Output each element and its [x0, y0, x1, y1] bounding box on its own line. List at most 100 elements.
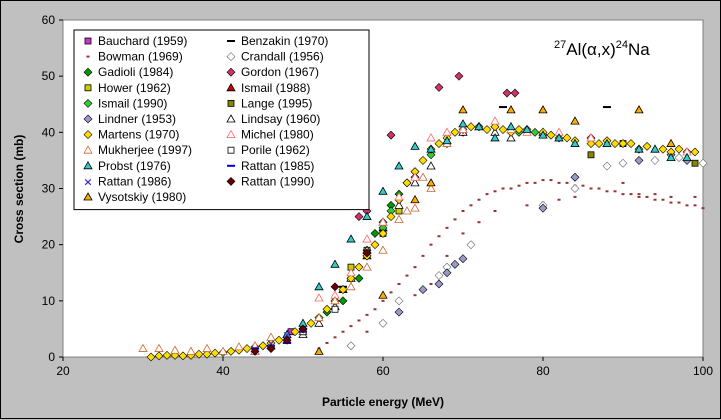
data-point — [331, 305, 339, 313]
data-point — [330, 282, 340, 292]
data-point — [429, 282, 433, 285]
legend-label: Lindner (1953) — [98, 112, 176, 126]
data-point — [450, 127, 460, 137]
data-point — [514, 125, 524, 134]
data-point — [509, 187, 513, 190]
data-point — [413, 294, 417, 297]
data-point — [565, 181, 569, 184]
reaction-part: α — [587, 40, 597, 59]
data-points: ×××× — [138, 71, 708, 362]
legend-marker — [227, 100, 235, 107]
data-point — [669, 195, 673, 198]
data-point — [458, 119, 468, 128]
data-point — [365, 313, 369, 316]
legend-label: Rattan (1985) — [241, 159, 314, 173]
data-point — [346, 281, 356, 291]
data-point — [501, 187, 505, 190]
data-point — [274, 335, 284, 345]
data-point — [325, 341, 329, 344]
data-point — [691, 159, 699, 167]
data-point — [442, 127, 452, 136]
data-point — [626, 139, 636, 148]
data-point — [586, 133, 596, 142]
data-point — [194, 349, 204, 359]
data-point — [322, 304, 332, 314]
data-point — [650, 155, 660, 165]
data-point — [650, 144, 660, 153]
data-point — [454, 71, 464, 81]
data-point — [266, 344, 276, 353]
data-point — [370, 229, 380, 238]
data-point — [394, 307, 404, 317]
x-axis-title: Particle energy (MeV) — [322, 395, 444, 409]
data-point — [477, 198, 481, 201]
data-point — [362, 248, 372, 258]
data-point — [469, 204, 473, 207]
data-point — [474, 121, 484, 131]
reaction-part: 27 — [554, 39, 566, 51]
data-point — [418, 285, 428, 295]
data-point — [394, 214, 404, 223]
legend-marker — [83, 130, 93, 140]
data-point — [602, 138, 612, 147]
legend-marker — [226, 176, 236, 186]
data-point — [250, 346, 260, 356]
data-point — [333, 336, 337, 339]
data-point — [445, 254, 449, 257]
data-point — [346, 267, 356, 277]
data-point — [410, 178, 420, 187]
data-point — [661, 198, 665, 201]
data-point — [330, 259, 340, 268]
data-point — [554, 133, 564, 142]
data-point — [597, 187, 601, 190]
data-point — [378, 245, 388, 254]
reaction-annotation: 27Al(α,x)24Na — [554, 39, 650, 59]
data-point — [437, 235, 441, 238]
data-point — [434, 139, 444, 148]
data-point — [645, 195, 649, 198]
data-point — [413, 266, 417, 269]
reaction-part: ,x) — [597, 40, 616, 59]
data-point — [418, 172, 428, 181]
data-point — [461, 209, 465, 212]
data-point — [525, 181, 529, 184]
data-point — [357, 319, 361, 322]
legend-marker — [83, 114, 93, 124]
data-point — [442, 135, 452, 145]
data-point — [538, 130, 548, 139]
data-point — [354, 212, 364, 222]
data-point — [154, 351, 164, 361]
data-point — [314, 346, 324, 355]
data-point — [389, 291, 393, 294]
data-point — [634, 144, 644, 153]
data-point — [613, 190, 617, 193]
legend: Bauchard (1959) Benzakin (1970) Bowman (19… — [73, 29, 370, 211]
y-axis-title: Cross section (mb) — [12, 135, 26, 244]
legend-label: Rattan (1986) — [98, 174, 171, 188]
data-point — [587, 151, 595, 159]
data-point — [395, 207, 403, 215]
legend-marker — [86, 55, 90, 58]
data-point — [666, 138, 676, 147]
data-point — [314, 312, 324, 322]
y-tick-label: 10 — [42, 294, 56, 308]
data-point — [426, 183, 436, 192]
data-point — [573, 195, 577, 198]
data-point — [510, 88, 520, 98]
data-point — [397, 282, 401, 285]
legend-marker — [227, 146, 235, 154]
legend-marker — [83, 67, 93, 77]
reaction-part: Al( — [566, 40, 587, 59]
data-point — [434, 82, 444, 92]
data-point — [698, 158, 708, 168]
legend-label: Mukherjee (1997) — [98, 143, 192, 157]
data-point — [146, 352, 156, 362]
data-point — [362, 211, 372, 220]
data-point — [458, 124, 468, 133]
data-point — [522, 124, 532, 133]
data-point — [674, 153, 684, 163]
data-point — [533, 181, 537, 184]
data-point — [242, 344, 252, 353]
data-point — [634, 105, 644, 114]
y-tick-label: 30 — [42, 182, 56, 196]
